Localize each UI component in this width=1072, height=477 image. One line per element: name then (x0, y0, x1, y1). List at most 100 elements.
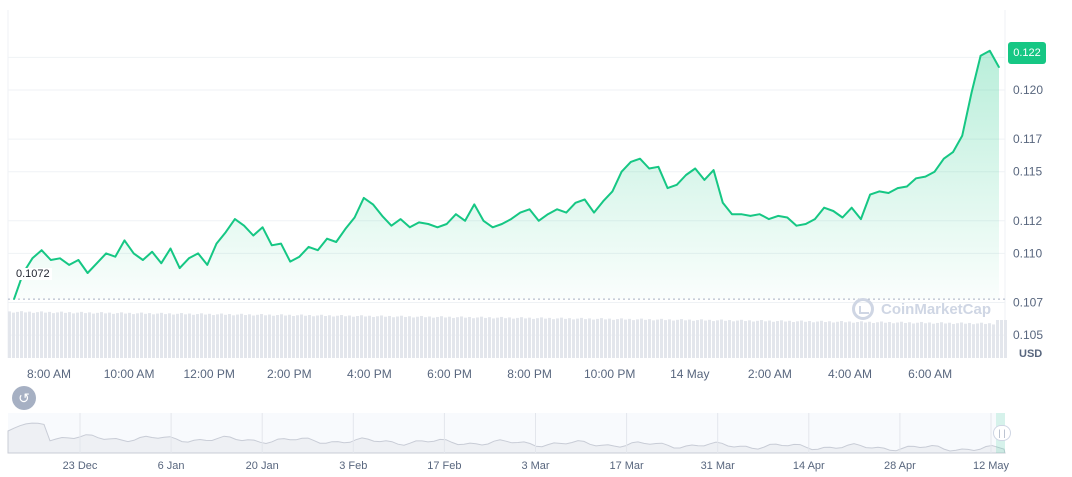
volume-bar (556, 318, 559, 358)
volume-bar (344, 316, 347, 358)
volume-bar (736, 320, 739, 358)
x-tick-label: 12:00 PM (184, 367, 235, 381)
volume-bar (308, 315, 311, 358)
price-point (372, 203, 374, 206)
price-point (409, 226, 411, 229)
price-point (353, 216, 356, 219)
volume-bar (836, 321, 839, 358)
volume-bar (272, 315, 275, 358)
volume-bar (492, 318, 495, 358)
price-point (197, 252, 199, 255)
volume-bar (156, 313, 159, 358)
volume-bar (652, 320, 655, 358)
price-point (68, 264, 71, 266)
volume-bar (480, 316, 483, 358)
volume-bar (132, 314, 135, 358)
volume-bar (400, 315, 403, 358)
price-point (307, 246, 310, 248)
volume-bar (304, 315, 307, 358)
volume-bar (288, 314, 291, 358)
volume-bar (360, 315, 363, 358)
volume-bar (576, 318, 579, 358)
volume-bar (212, 315, 215, 358)
price-point (427, 223, 430, 225)
volume-bar (148, 313, 151, 358)
price-point (933, 170, 936, 173)
volume-bar (824, 322, 827, 358)
price-point (666, 187, 669, 189)
navigator-tick-label: 3 Mar (521, 460, 549, 472)
price-area (14, 50, 999, 300)
volume-bar (868, 321, 871, 358)
price-point (40, 249, 43, 251)
volume-bar (692, 320, 695, 358)
x-tick-label: 6:00 PM (427, 367, 472, 381)
volume-bar (84, 313, 87, 358)
volume-bar (484, 317, 487, 358)
volume-bar (900, 321, 903, 358)
volume-bar (408, 316, 411, 358)
volume-bar (128, 312, 131, 358)
volume-bar (708, 319, 711, 358)
volume-bar (152, 314, 155, 358)
price-point (96, 262, 98, 265)
volume-bar (544, 318, 547, 358)
navigator-tick-label: 17 Mar (609, 460, 644, 472)
volume-bar (472, 318, 475, 358)
volume-bar (20, 311, 23, 358)
history-icon[interactable]: ↺ (12, 386, 36, 410)
volume-bar (572, 319, 575, 358)
price-point (887, 192, 890, 194)
volume-bar (44, 312, 47, 358)
volume-bar (496, 317, 499, 358)
price-point (13, 298, 15, 300)
volume-bar (392, 317, 395, 358)
price-point (685, 174, 687, 176)
price-point (547, 213, 549, 216)
price-point (777, 215, 779, 217)
price-point (473, 203, 476, 206)
volume-bar (60, 311, 63, 358)
price-point (795, 224, 798, 227)
volume-bar (348, 315, 351, 358)
volume-bar (872, 322, 875, 358)
volume-bar (196, 314, 199, 358)
price-point (574, 201, 577, 204)
navigator-tick-label: 28 Apr (884, 460, 916, 472)
price-point (731, 213, 733, 216)
volume-bar (224, 314, 227, 358)
price-point (860, 218, 862, 220)
price-point (915, 177, 917, 180)
price-point (952, 151, 954, 153)
price-point (188, 257, 190, 260)
navigator-tick-label: 14 Apr (793, 460, 825, 472)
volume-bar (980, 322, 983, 358)
volume-bar (120, 312, 123, 358)
volume-bar (312, 316, 315, 358)
price-point (749, 215, 752, 217)
volume-bar (772, 321, 775, 358)
volume-bar (816, 321, 819, 358)
volume-bar (888, 321, 891, 358)
volume-bar (160, 312, 163, 358)
volume-bar (552, 319, 555, 358)
volume-bar (768, 320, 771, 358)
navigator-tick-label: 3 Feb (339, 460, 367, 472)
y-tick-label: 0.112 (1013, 214, 1042, 228)
volume-bar (220, 313, 223, 358)
volume-bar (504, 318, 507, 358)
y-tick-label: 0.117 (1013, 132, 1042, 146)
navigator-tick-label: 23 Dec (63, 460, 98, 472)
volume-bar (612, 319, 615, 358)
volume-bar (184, 314, 187, 358)
volume-bar (904, 322, 907, 358)
price-point (988, 50, 991, 52)
volume-bar (600, 318, 603, 358)
volume-bar (76, 312, 79, 358)
range-handle-icon[interactable]: | | (993, 425, 1011, 441)
volume-bar (452, 317, 455, 358)
volume-bar (296, 315, 299, 358)
navigator-tick-label: 20 Jan (246, 460, 279, 472)
volume-bar (124, 313, 127, 358)
